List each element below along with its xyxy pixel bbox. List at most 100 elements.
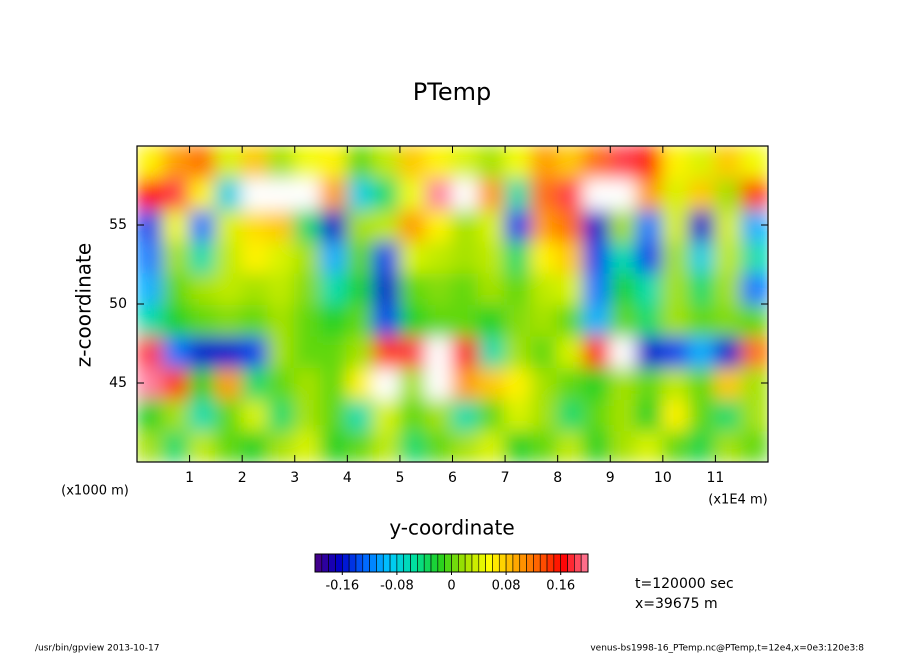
cell <box>556 429 585 462</box>
cell <box>137 334 165 369</box>
cell <box>582 239 612 274</box>
cell <box>320 429 349 462</box>
cell <box>188 366 217 400</box>
cell <box>320 303 349 337</box>
cell <box>661 271 691 305</box>
colorbar-swatch <box>376 553 384 573</box>
cell <box>582 146 612 179</box>
cell <box>241 146 270 179</box>
cell <box>372 271 401 305</box>
x-axis-label: y-coordinate <box>389 516 514 540</box>
cell <box>635 397 664 432</box>
cell <box>504 146 533 179</box>
cell <box>477 146 507 179</box>
colorbar-swatch <box>471 553 480 573</box>
x-unit: (x1E4 m) <box>708 493 767 508</box>
cell <box>372 208 401 242</box>
cell <box>320 176 349 211</box>
cell <box>372 239 401 274</box>
cell <box>293 146 323 179</box>
colorbar-swatch <box>389 553 398 573</box>
x-tick-label: 7 <box>501 470 510 486</box>
cell <box>425 146 454 179</box>
cell <box>293 303 323 337</box>
cell <box>582 397 612 432</box>
cell <box>714 303 743 337</box>
cell <box>477 208 507 242</box>
cell <box>214 334 244 369</box>
cell <box>582 429 612 462</box>
footer: /usr/bin/gpview 2013-10-17 <box>35 644 159 654</box>
cell <box>530 208 559 242</box>
cell <box>320 334 349 369</box>
cell <box>293 208 323 242</box>
cell <box>137 397 165 432</box>
cell <box>162 176 191 211</box>
cell <box>556 334 585 369</box>
cell <box>346 397 375 432</box>
cell <box>714 239 743 274</box>
cell <box>609 176 638 211</box>
cell <box>214 146 244 179</box>
cell <box>346 303 375 337</box>
cell <box>425 303 454 337</box>
cell <box>137 239 165 274</box>
cell <box>214 303 244 337</box>
colorbar-swatch <box>423 553 432 573</box>
cell <box>293 366 323 400</box>
colorbar-swatch <box>458 553 466 573</box>
colorbar-swatch <box>335 553 343 573</box>
cell <box>267 397 296 432</box>
cell <box>661 239 691 274</box>
cell <box>635 271 664 305</box>
cell <box>267 176 296 211</box>
cell <box>688 303 717 337</box>
cell <box>137 176 165 211</box>
cells <box>137 146 768 462</box>
cell <box>635 176 664 211</box>
x-tick-label: 10 <box>654 470 672 486</box>
cell <box>162 334 191 369</box>
colorbar-swatch <box>369 553 377 573</box>
cell <box>267 239 296 274</box>
cell <box>530 176 559 211</box>
cell <box>609 271 638 305</box>
cell <box>293 334 323 369</box>
x-tick-label: 6 <box>448 470 457 486</box>
cell <box>267 366 296 400</box>
cell <box>320 239 349 274</box>
colorbar-swatch <box>444 553 452 573</box>
cell <box>425 176 454 211</box>
footer: venus-bs1998-16_PTemp.nc@PTemp,t=12e4,x=… <box>590 644 864 654</box>
cell <box>425 366 454 400</box>
cell <box>661 176 691 211</box>
colorbar-swatch <box>580 553 589 573</box>
cell <box>451 303 480 337</box>
cell <box>740 146 768 179</box>
cell <box>635 429 664 462</box>
colorbar-swatch <box>512 553 521 573</box>
cell <box>451 271 480 305</box>
cell <box>688 271 717 305</box>
cell <box>241 208 270 242</box>
cell <box>530 239 559 274</box>
cell <box>451 429 480 462</box>
colorbar-swatch <box>485 553 493 573</box>
cell <box>425 334 454 369</box>
cell <box>477 366 507 400</box>
cell <box>714 146 743 179</box>
colorbar-swatch <box>328 553 336 573</box>
cell <box>398 366 428 400</box>
cell <box>556 208 585 242</box>
cell <box>372 303 401 337</box>
y-tick-label: 45 <box>109 375 127 391</box>
cell <box>398 146 428 179</box>
colorbar-swatch <box>396 553 405 573</box>
cell <box>661 397 691 432</box>
cell <box>477 397 507 432</box>
cell <box>188 239 217 274</box>
cell <box>188 176 217 211</box>
cell <box>241 429 270 462</box>
colorbar-swatch <box>314 553 323 573</box>
cell <box>293 176 323 211</box>
